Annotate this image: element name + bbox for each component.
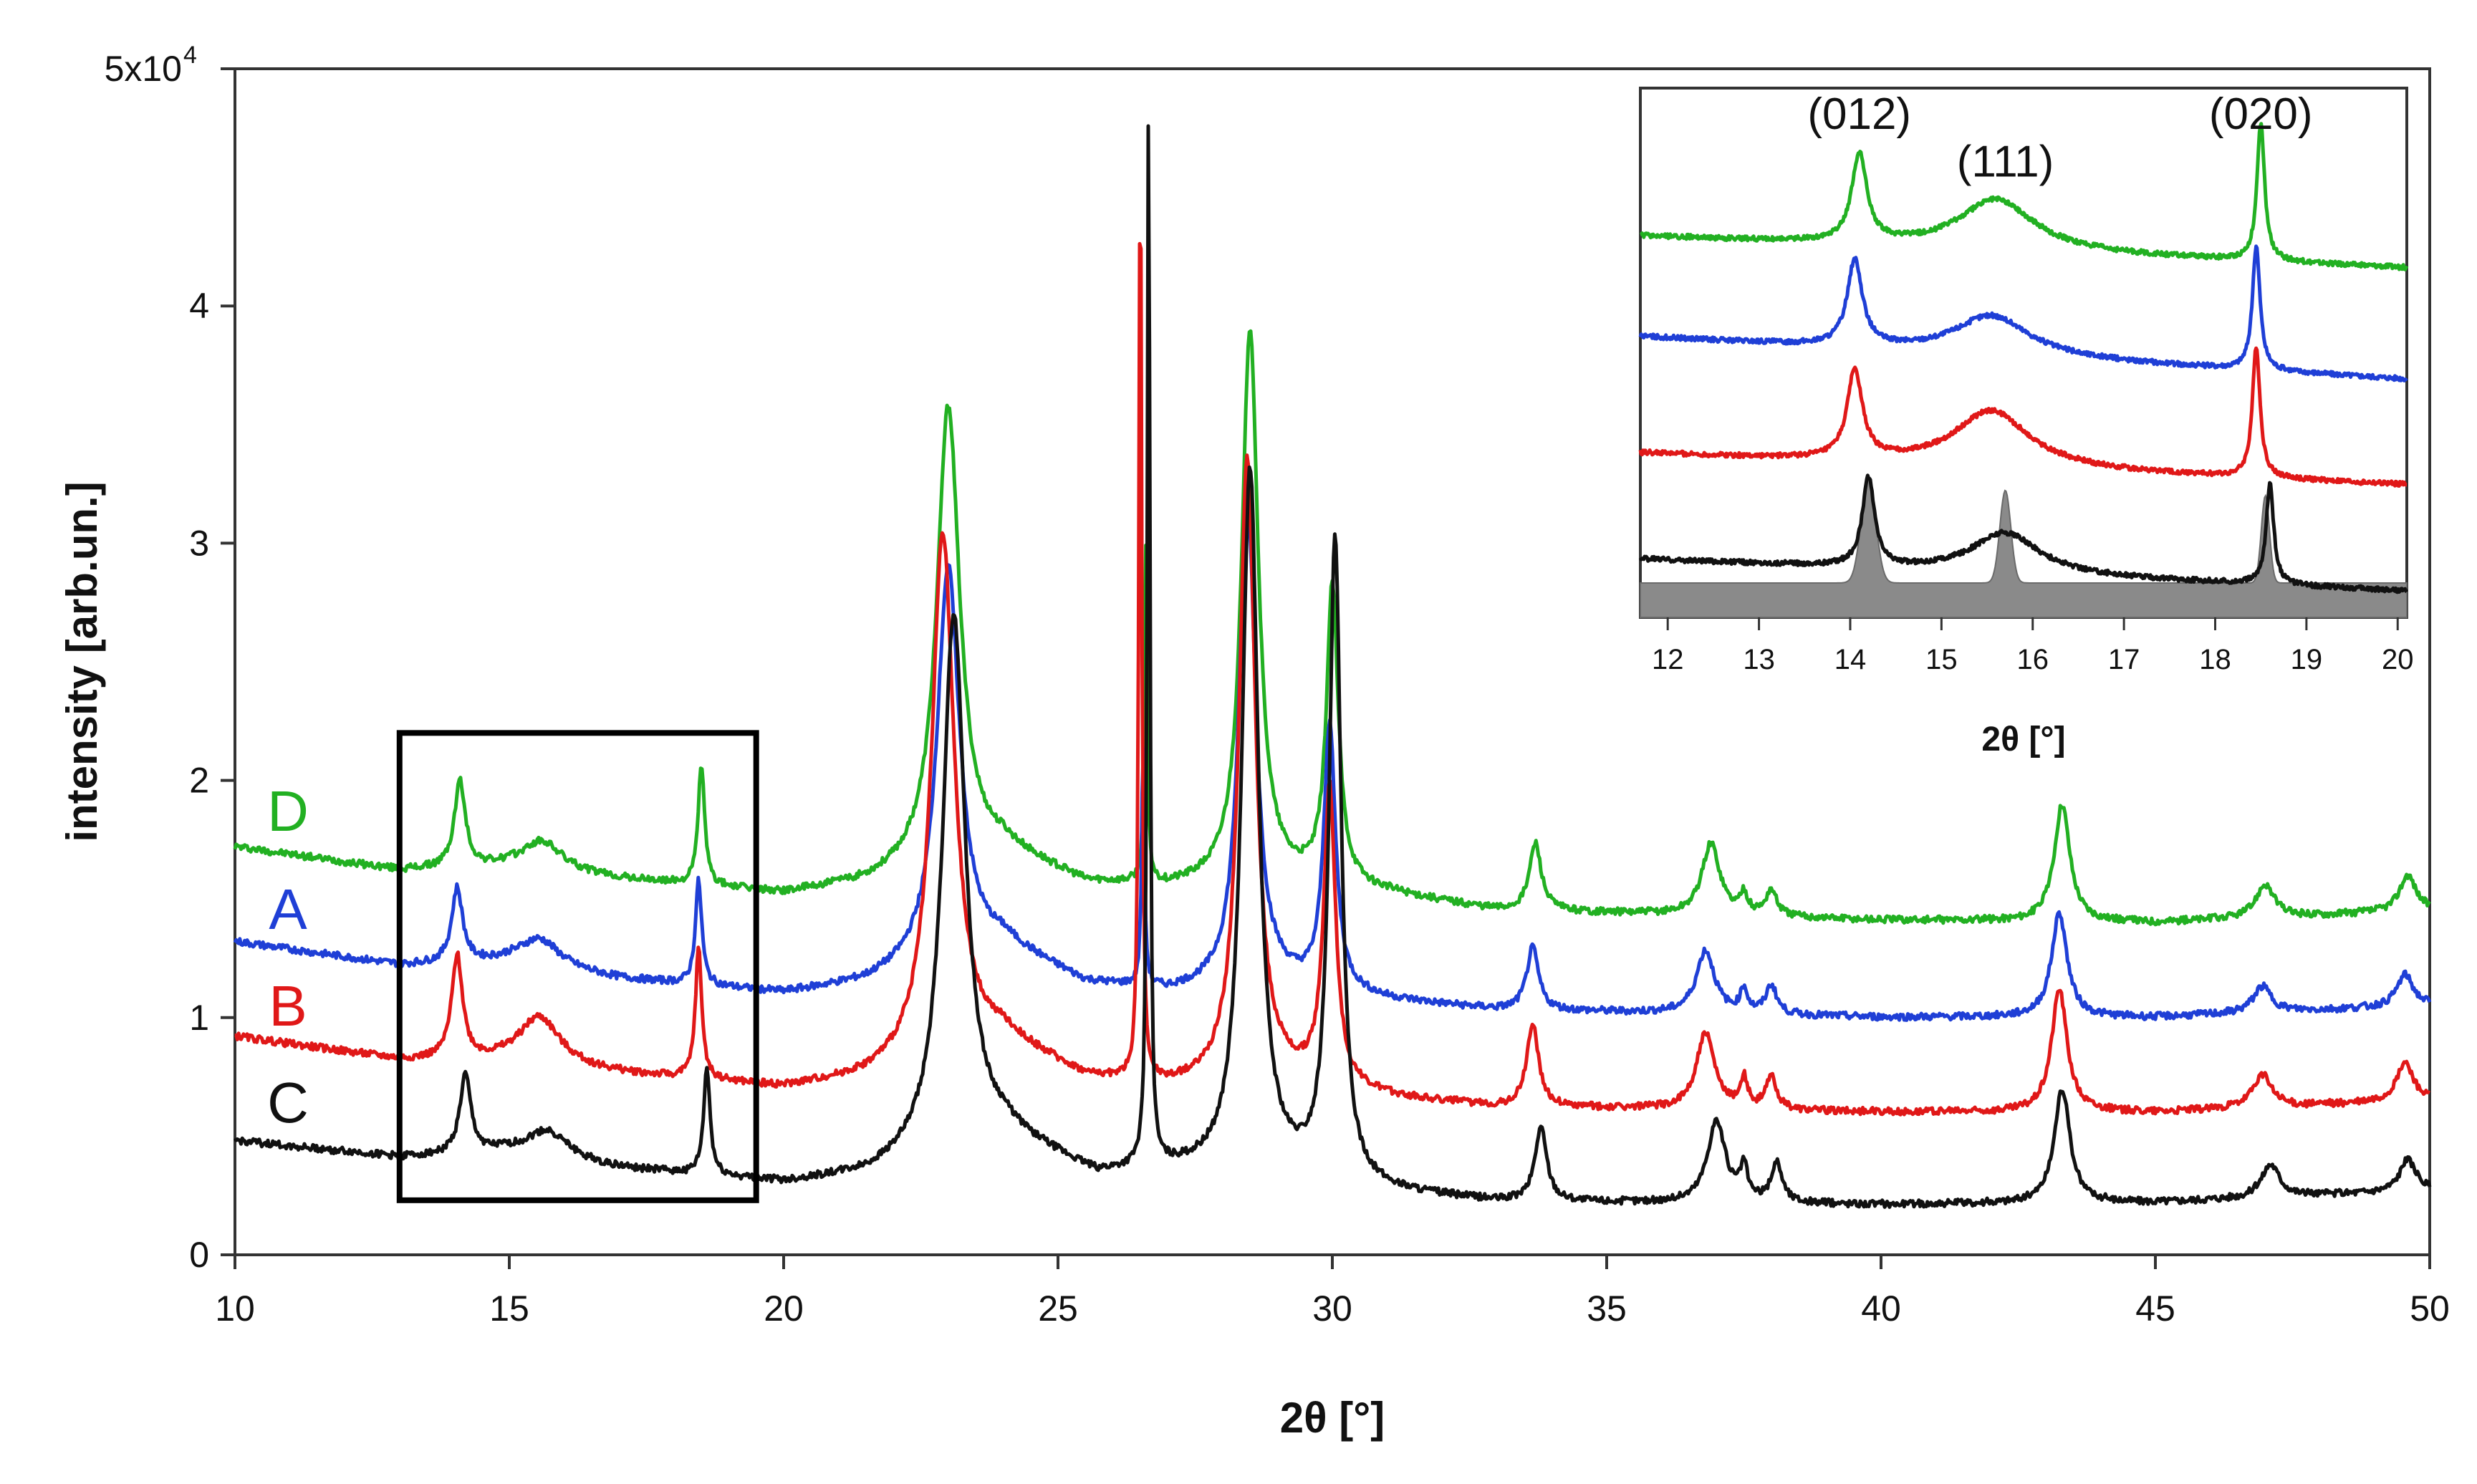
inset-series-line-B [1638,346,2408,488]
peak-annotation: (111) [1957,137,2054,186]
series-line-C [233,124,2432,1209]
main-x-tick-label: 50 [2410,1288,2450,1329]
inset-x-tick-label: 17 [2108,644,2140,675]
main-x-tick-label: 20 [764,1288,804,1329]
main-x-tick-label: 15 [489,1288,529,1329]
inset-plot-frame [1639,87,2408,619]
legend-label-B: B [269,974,307,1038]
main-y-tick-label: 1 [189,998,209,1038]
inset-x-tick-label: 18 [2199,644,2231,675]
main-x-tick-label: 35 [1587,1288,1627,1329]
main-y-axis-label: intensity [arb.un.] [58,481,106,842]
legend-label-C: C [267,1071,309,1134]
main-x-axis-label: 2θ [°] [1280,1394,1385,1442]
inset-x-axis-label: 2θ [°] [1981,721,2065,758]
main-x-tick-label: 10 [215,1288,255,1329]
main-y-tick-label: 4 [189,286,209,326]
inset-series-line-A [1638,244,2408,382]
inset-x-tick-label: 13 [1743,644,1775,675]
inset-x-tick-label: 15 [1925,644,1958,675]
main-y-tick-label: 2 [189,761,209,801]
inset-x-tick-label: 12 [1652,644,1684,675]
inset-x-tick-label: 14 [1834,644,1867,675]
inset-x-tick-label: 16 [2016,644,2049,675]
main-y-tick-label: 3 [189,523,209,563]
series-line-B [234,241,2431,1117]
inset-x-tick-label: 19 [2291,644,2323,675]
inset-series-line-C [1638,473,2408,594]
main-y-tick-label: 5x10 [105,49,182,89]
legend-label-A: A [269,877,307,941]
main-y-tick-exponent: 4 [183,42,197,69]
inset-series-line-D [1639,122,2409,271]
main-x-tick-label: 45 [2135,1288,2175,1329]
main-x-tick-label: 40 [1861,1288,1901,1329]
zoom-region-box [396,730,759,1203]
peak-annotation: (012) [1807,90,1911,139]
series-line-A [233,491,2432,1022]
main-x-tick-label: 30 [1312,1288,1352,1329]
inset-x-tick-label: 20 [2382,644,2414,675]
legend-label-D: D [267,779,309,843]
main-x-tick-label: 25 [1038,1288,1078,1329]
main-y-tick-label: 0 [189,1235,209,1275]
peak-annotation: (020) [2209,90,2313,139]
